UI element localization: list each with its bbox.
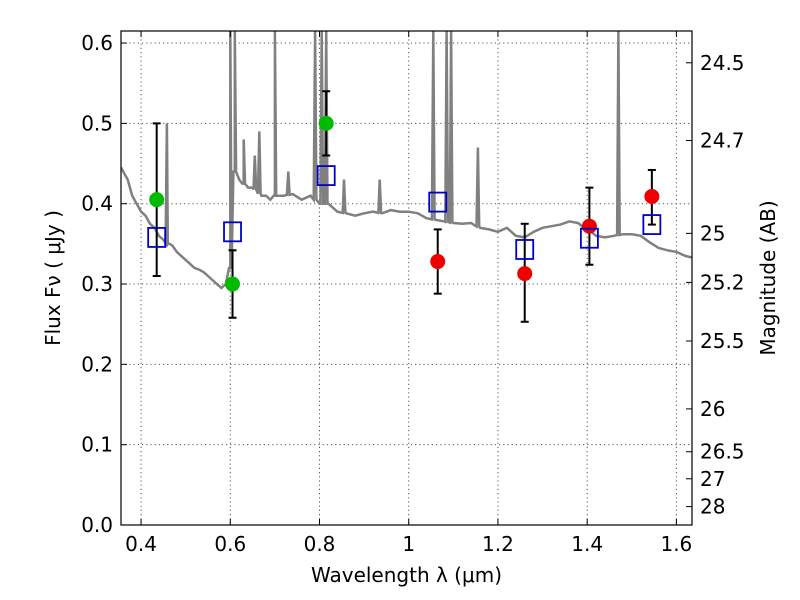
x-tick-label: 0.6 [214, 532, 246, 556]
model-square-point [642, 214, 662, 235]
y2-tick-label: 25.2 [700, 270, 745, 294]
y2-tick-label: 27 [700, 467, 725, 491]
data-point [430, 254, 446, 270]
y-tick-label: 0.5 [81, 111, 113, 135]
spectrum-layer [121, 31, 692, 290]
x-tick-label: 1.6 [660, 532, 692, 556]
y-tick-label: 0.6 [81, 31, 113, 55]
x-tick-label: 1.4 [571, 532, 603, 556]
y2-tick-label: 26 [700, 397, 725, 421]
model-square-point [515, 239, 535, 260]
x-tick-label: 1.2 [482, 532, 514, 556]
y-tick-label: 0.1 [81, 433, 113, 457]
data-point [225, 276, 241, 292]
data-points-layer [147, 90, 662, 323]
model-square-point [147, 227, 167, 248]
data-point [149, 192, 165, 208]
y2-tick-label: 26.5 [700, 440, 745, 464]
y2-tick-label: 25.5 [700, 329, 745, 353]
y2-tick-label: 28 [700, 495, 725, 519]
y-axis-label: Flux Fν ( μJy ) [41, 210, 65, 346]
axis-ticks: 0.4 0.6 0.8 1 1.2 1.4 1.6 0.0 0.1 0.2 0.3 0.4 0.5 0.6… [81, 31, 745, 556]
y-tick-label: 0.2 [81, 352, 113, 376]
data-point [318, 115, 334, 131]
y2-tick-label: 25 [700, 221, 725, 245]
model-square-point [223, 221, 242, 243]
y-tick-label: 0.0 [81, 513, 113, 537]
model-square-point [428, 191, 448, 213]
x-tick-label: 0.4 [125, 532, 157, 556]
spectrum-line [121, 31, 692, 290]
data-point [517, 266, 533, 282]
y2-tick-label: 24.5 [700, 51, 745, 75]
y2-tick-label: 24.7 [700, 129, 745, 153]
right-y-axis-label: Magnitude (AB) [756, 200, 780, 355]
y-tick-label: 0.3 [81, 272, 113, 296]
model-square-point [579, 227, 599, 249]
data-point [581, 218, 597, 234]
x-tick-label: 1 [402, 532, 415, 556]
x-tick-label: 0.8 [304, 532, 336, 556]
y-tick-label: 0.4 [81, 192, 113, 216]
x-axis-label: Wavelength λ (μm) [311, 563, 502, 587]
model-square-point [316, 165, 336, 186]
grid-lines [121, 31, 692, 526]
plot-frame [120, 30, 693, 526]
data-point [644, 188, 660, 204]
